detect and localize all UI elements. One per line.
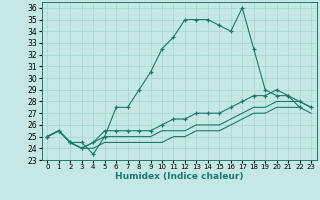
X-axis label: Humidex (Indice chaleur): Humidex (Indice chaleur) [115, 172, 244, 181]
